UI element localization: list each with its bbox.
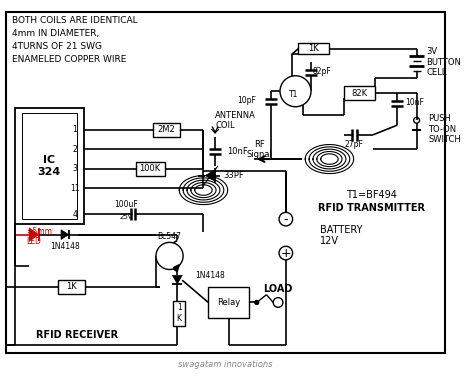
- Text: 3V
BUTTON
CELL: 3V BUTTON CELL: [426, 47, 461, 77]
- Polygon shape: [173, 275, 182, 284]
- Text: =5mm
LED: =5mm LED: [26, 227, 52, 246]
- Text: 10pF: 10pF: [237, 96, 256, 106]
- Text: 1K: 1K: [309, 44, 319, 53]
- Text: 1: 1: [72, 126, 77, 134]
- Text: 2: 2: [72, 145, 77, 154]
- Text: 11: 11: [70, 184, 80, 193]
- Text: 10nF: 10nF: [405, 98, 424, 108]
- Text: T1=BF494: T1=BF494: [345, 190, 397, 200]
- Text: 2M2: 2M2: [158, 126, 175, 134]
- Text: +: +: [280, 247, 291, 260]
- Text: 27pF: 27pF: [344, 140, 363, 149]
- Text: 100K: 100K: [140, 164, 161, 173]
- Text: 3: 3: [72, 164, 77, 173]
- Polygon shape: [29, 228, 39, 242]
- Circle shape: [280, 76, 311, 107]
- Text: 25V: 25V: [119, 214, 133, 220]
- Text: BATTERY
12V: BATTERY 12V: [320, 225, 362, 247]
- Text: RF
Signal: RF Signal: [247, 140, 272, 159]
- Text: 100uF: 100uF: [114, 200, 138, 209]
- Text: T1: T1: [289, 89, 298, 99]
- Text: Relay: Relay: [217, 298, 240, 307]
- Text: swagatam innovations: swagatam innovations: [178, 360, 272, 369]
- Polygon shape: [173, 265, 179, 271]
- Text: -: -: [284, 213, 288, 226]
- Text: 1
K: 1 K: [177, 303, 182, 323]
- Circle shape: [156, 242, 183, 270]
- Polygon shape: [61, 230, 69, 240]
- Text: Bc547: Bc547: [158, 232, 181, 241]
- Text: 1N4148: 1N4148: [50, 242, 80, 251]
- Bar: [173, 301, 185, 326]
- Bar: [344, 86, 375, 100]
- Text: PUSH
TO-ON
SWITCH: PUSH TO-ON SWITCH: [428, 114, 461, 144]
- Bar: [208, 287, 249, 318]
- Bar: [22, 113, 77, 219]
- Text: IC
324: IC 324: [38, 155, 61, 177]
- Circle shape: [255, 301, 259, 305]
- Bar: [136, 162, 165, 175]
- Bar: [153, 123, 180, 137]
- Text: 10nF: 10nF: [227, 147, 247, 156]
- Polygon shape: [206, 170, 215, 181]
- Text: 82K: 82K: [352, 89, 367, 98]
- Text: 1K: 1K: [66, 283, 77, 291]
- Bar: [58, 280, 85, 294]
- Text: 4: 4: [72, 210, 77, 219]
- Bar: [299, 43, 329, 55]
- Text: 1N4148: 1N4148: [195, 271, 225, 280]
- Text: BOTH COILS ARE IDENTICAL
4mm IN DIAMETER,
4TURNS OF 21 SWG
ENAMELED COPPER WIRE: BOTH COILS ARE IDENTICAL 4mm IN DIAMETER…: [12, 16, 137, 64]
- Text: LOAD: LOAD: [263, 284, 293, 294]
- Text: RFID RECEIVER: RFID RECEIVER: [36, 330, 119, 340]
- Text: ANTENNA
COIL: ANTENNA COIL: [215, 111, 256, 130]
- Text: 33PF: 33PF: [223, 171, 244, 180]
- Text: 82pF: 82pF: [313, 67, 332, 76]
- Bar: [14, 108, 84, 224]
- Text: RFID TRANSMITTER: RFID TRANSMITTER: [318, 202, 425, 212]
